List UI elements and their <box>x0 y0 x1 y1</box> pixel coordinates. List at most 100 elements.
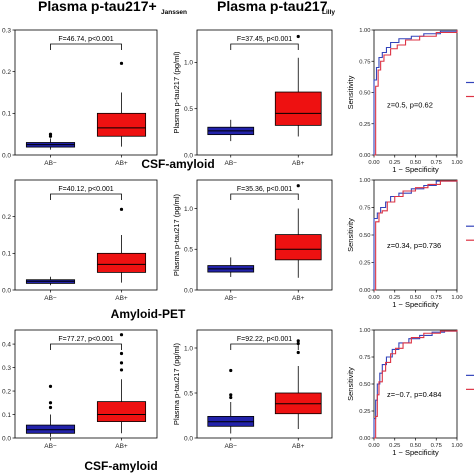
y-tick-label: 0.2 <box>2 388 11 395</box>
y-tick-label: 0.0 <box>184 152 193 159</box>
x-tick-label: 0.00 <box>368 160 379 166</box>
x-tick-label: 0.00 <box>368 295 379 301</box>
outlier-point <box>296 350 300 355</box>
significance-bracket <box>230 193 299 200</box>
f-test-annotation: F=40.12, p<0.001 <box>58 186 113 193</box>
f-test-annotation: F=35.36, p<0.001 <box>237 186 292 193</box>
y-tick-label: 0.75 <box>359 59 370 65</box>
y-tick-label: 0.4 <box>2 341 11 348</box>
roc-curve-blue <box>373 30 458 155</box>
y-axis-label: Sensitivity <box>346 218 355 252</box>
y-tick-label: 0.0 <box>2 287 11 294</box>
x-tick-label: 0.75 <box>431 443 442 449</box>
plot-frame <box>373 329 458 439</box>
outlier-point <box>119 61 124 65</box>
header-janssen-sub: Janssen <box>161 9 187 16</box>
roc-comparison-annotation: z=0.5, p=0.62 <box>387 101 433 110</box>
outlier-point <box>229 393 233 397</box>
outlier-point <box>119 207 124 211</box>
y-tick-label: 0.5 <box>184 247 193 254</box>
outlier-point <box>119 333 124 337</box>
outlier-point <box>229 395 233 400</box>
y-tick-label: 0.25 <box>359 122 370 128</box>
x-tick-label: AB− <box>225 443 238 450</box>
y-tick-label: 0.0 <box>2 435 11 442</box>
x-tick-label: AB+ <box>115 295 128 302</box>
header-lilly-sub: Lilly <box>322 9 335 16</box>
significance-bracket <box>50 43 122 50</box>
roc-curve-red <box>374 180 458 291</box>
y-axis-label: Plasma p-tau217 (pg/ml) <box>172 51 181 134</box>
boxplot-panel-row1-janssen: 0.0 0.1 0.2 0.3 AB− AB+ F=46.74, p<0.001 <box>2 27 158 167</box>
y-tick-label: 1.00 <box>359 178 370 184</box>
y-tick-label: 0.00 <box>359 436 370 442</box>
x-tick-label: 1.00 <box>451 443 462 449</box>
f-test-annotation: F=77.27, p<0.001 <box>58 336 113 343</box>
plot-frame <box>14 329 158 439</box>
x-axis-label: 1 − Specificity <box>392 448 439 457</box>
y-tick-label: 0.25 <box>359 261 370 267</box>
y-tick-label: 0.3 <box>2 365 11 372</box>
y-tick-label: 1.00 <box>359 28 370 34</box>
y-tick-label: 0.0 <box>184 435 193 442</box>
roc-curve-blue <box>373 180 458 290</box>
x-tick-label: 0.50 <box>410 160 421 166</box>
y-tick-label: 1.0 <box>184 60 193 67</box>
x-tick-label: AB− <box>44 443 57 450</box>
y-tick-label: 1.00 <box>359 328 370 334</box>
outlier-point <box>119 368 124 372</box>
x-tick-label: 0.50 <box>410 443 421 449</box>
outlier-point <box>48 405 53 410</box>
x-axis-label: 1 − Specificity <box>392 165 439 174</box>
boxplot-panel-row2-janssen: 0.0 0.1 0.2 AB− AB+ F=40.12, p<0.001 <box>2 179 158 302</box>
x-tick-label: AB− <box>225 295 238 302</box>
x-tick-label: AB+ <box>292 160 305 167</box>
roc-comparison-annotation: z=0.34, p=0.736 <box>387 241 441 250</box>
x-axis-label: 1 − Specificity <box>392 300 439 309</box>
x-tick-label: 0.25 <box>389 295 400 301</box>
f-test-annotation: F=92.22, p<0.001 <box>237 336 292 343</box>
plot-frame <box>14 179 158 291</box>
box-ab-positive <box>274 91 322 126</box>
section-label-2: Amyloid-PET <box>111 307 186 321</box>
plot-frame <box>196 179 333 291</box>
y-tick-label: 0.50 <box>359 382 370 388</box>
section-label-3: CSF-amyloid <box>84 459 157 473</box>
y-tick-label: 0.2 <box>2 69 11 76</box>
header-janssen: Plasma p-tau217+ <box>38 0 157 14</box>
y-tick-label: 0.75 <box>359 355 370 361</box>
outlier-point <box>119 351 124 356</box>
box-ab-positive <box>96 252 147 273</box>
outlier-point <box>48 401 53 405</box>
outlier-point <box>229 368 233 373</box>
x-tick-label: 1.00 <box>451 295 462 301</box>
roc-comparison-annotation: z=−0.7, p=0.484 <box>387 390 441 399</box>
roc-panel-row2: 0.00 0.25 0.50 0.75 1.00 0.00 0.25 0.50 0.75 1.00… <box>346 178 474 309</box>
outlier-point <box>48 384 53 388</box>
significance-bracket <box>230 43 299 50</box>
y-tick-label: 0.25 <box>359 409 370 415</box>
box-ab-negative <box>25 424 76 434</box>
box-ab-positive <box>96 401 147 422</box>
outlier-point <box>48 132 53 136</box>
outlier-point <box>296 184 300 188</box>
box-ab-positive <box>96 112 147 137</box>
plot-frame <box>196 329 333 439</box>
outlier-point <box>119 361 124 365</box>
y-tick-label: 0.0 <box>184 287 193 294</box>
y-axis-label: Sensitivity <box>346 367 355 401</box>
boxplot-panel-row3-janssen: 0.0 0.1 0.2 0.3 0.4 AB− AB+ F=77.27, p<0.001 <box>2 329 158 450</box>
box-ab-positive <box>274 234 322 261</box>
x-tick-label: 0.00 <box>368 443 379 449</box>
y-tick-label: 0.3 <box>2 27 11 34</box>
plot-frame <box>373 179 458 291</box>
roc-panel-row3: 0.00 0.25 0.50 0.75 1.00 0.00 0.25 0.50 0.75 1.00… <box>346 328 474 457</box>
y-axis-label: Sensitivity <box>346 75 355 109</box>
significance-bracket <box>50 193 122 200</box>
y-tick-label: 0.00 <box>359 288 370 294</box>
y-tick-label: 1.0 <box>184 206 193 213</box>
